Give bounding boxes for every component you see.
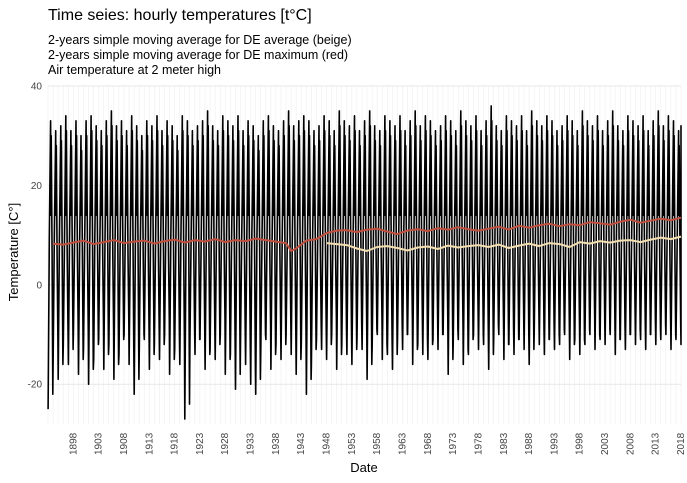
x-axis-title: Date <box>350 460 377 475</box>
chart-subtitle-3: Air temperature at 2 meter high <box>48 63 221 77</box>
y-tick-label: 20 <box>31 181 43 192</box>
x-tick-label: 1913 <box>144 432 155 455</box>
x-tick-label: 1943 <box>296 432 307 455</box>
x-tick-label: 1958 <box>372 432 383 455</box>
x-tick-label: 1963 <box>397 432 408 455</box>
x-tick-label: 1968 <box>423 432 434 455</box>
x-tick-label: 2008 <box>625 432 636 455</box>
y-tick-label: 40 <box>31 82 43 93</box>
y-axis-title: Temperature [C°] <box>6 203 21 301</box>
x-tick-label: 1978 <box>473 432 484 455</box>
x-tick-label: 1938 <box>271 432 282 455</box>
chart-subtitle-2: 2-years simple moving average for DE max… <box>48 48 348 62</box>
x-tick-label: 1988 <box>524 432 535 455</box>
x-tick-label: 1953 <box>347 432 358 455</box>
x-tick-label: 2013 <box>651 432 662 455</box>
x-tick-label: 1983 <box>499 432 510 455</box>
x-tick-label: 1908 <box>119 432 130 455</box>
x-tick-label: 1928 <box>220 432 231 455</box>
series-de-maximum-average <box>53 216 682 252</box>
series-de-average <box>326 235 682 252</box>
axis-ticks: -20 0 20 40 1898 1903 1908 1913 1918 1923 1928 1933… <box>28 82 687 456</box>
series-layer <box>47 105 682 420</box>
y-tick-label: -20 <box>28 380 43 391</box>
x-tick-label: 1993 <box>549 432 560 455</box>
series-hourly-temperature <box>47 105 682 420</box>
chart-subtitle-1: 2-years simple moving average for DE ave… <box>48 33 352 47</box>
x-tick-label: 1933 <box>246 432 257 455</box>
y-tick-label: 0 <box>36 280 42 291</box>
x-tick-label: 1918 <box>170 432 181 455</box>
x-tick-label: 1898 <box>68 432 79 455</box>
chart-title: Time seies: hourly temperatures [t°C] <box>48 7 312 24</box>
x-tick-label: 1998 <box>575 432 586 455</box>
x-tick-label: 2003 <box>600 432 611 455</box>
x-tick-label: 1973 <box>448 432 459 455</box>
x-tick-label: 1948 <box>322 432 333 455</box>
x-tick-label: 1903 <box>94 432 105 455</box>
x-tick-label: 2018 <box>676 432 687 455</box>
x-tick-label: 1923 <box>195 432 206 455</box>
